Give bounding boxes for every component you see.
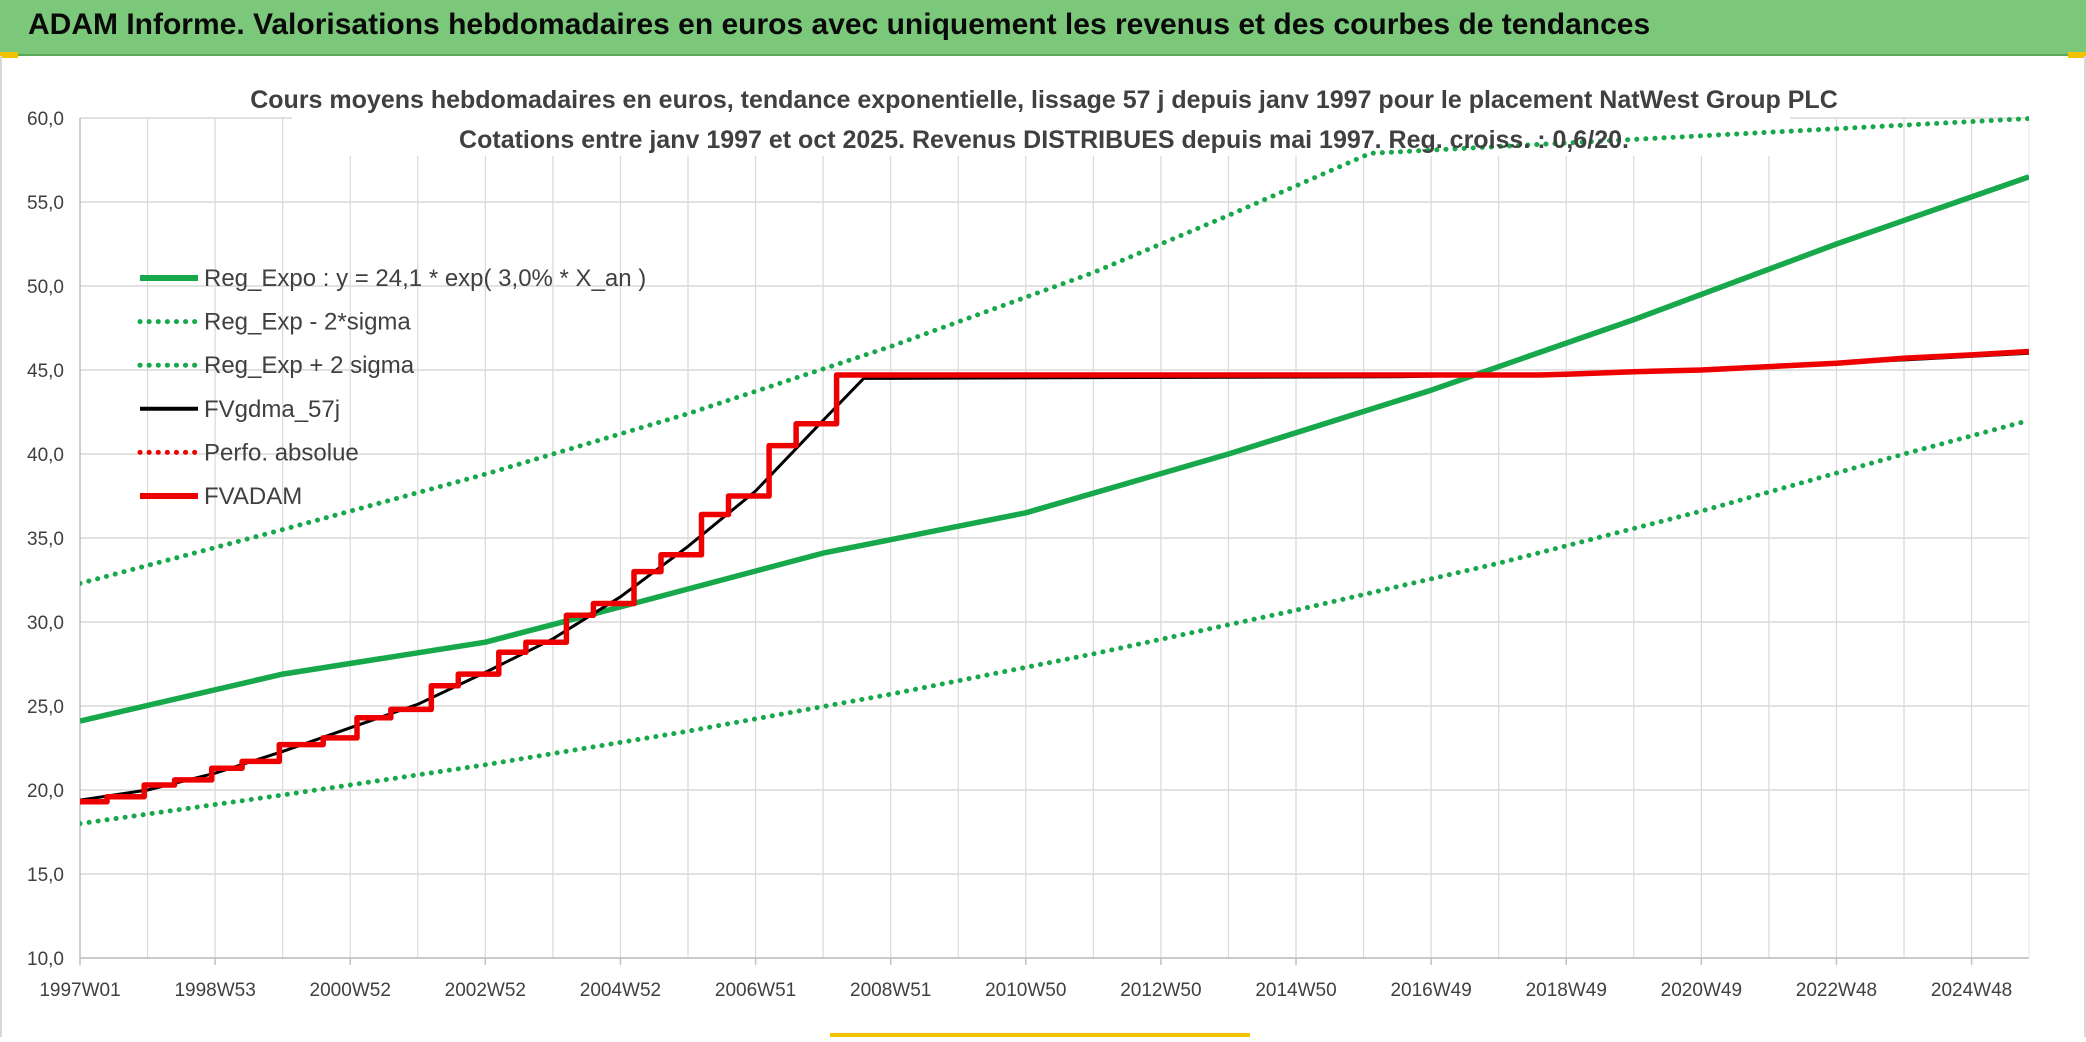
y-tick-label: 60,0 [27,109,64,130]
bottom-accent-bar [830,1033,1250,1037]
x-tick-label: 2002W52 [445,980,526,1001]
y-tick-label: 20,0 [27,781,64,802]
banner-title: ADAM Informe. Valorisations hebdomadaire… [28,8,1651,41]
x-tick-label: 2016W49 [1390,980,1471,1001]
legend-label: FVgdma_57j [204,396,340,423]
chart-svg: 10,0 15,0 20,0 25,0 30,0 35,0 40,0 45,0 50,0 55,0… [27,80,2030,1001]
corner-marker-right [2068,52,2086,58]
x-tick-label: 2024W48 [1931,980,2012,1001]
gridlines [80,117,2029,959]
x-tick-label: 2020W49 [1661,980,1742,1001]
y-tick-label: 15,0 [27,865,64,886]
legend-label: Perfo. absolue [204,439,359,466]
title-banner: ADAM Informe. Valorisations hebdomadaire… [0,0,2086,56]
corner-marker-left [0,52,18,58]
series-line-reg-exp-plus-2sigma [80,116,2029,586]
legend: Reg_Expo : y = 24,1 * exp( 3,0% * X_an )… [137,265,646,510]
x-tick-label: 2008W51 [850,980,931,1001]
y-tick-label: 35,0 [27,529,64,550]
legend-label: Reg_Exp - 2*sigma [204,309,411,336]
y-tick-label: 30,0 [27,613,64,634]
series-line-reg-expo [80,174,2029,724]
x-tick-label: 2018W49 [1526,980,1607,1001]
x-tick-labels: 1997W01 1998W53 2000W52 2002W52 2004W52 2006W… [39,980,2012,1001]
chart-frame: 10,0 15,0 20,0 25,0 30,0 35,0 40,0 45,0 50,0 55,0… [0,56,2086,1037]
y-tick-label: 10,0 [27,949,64,970]
x-tick-label: 2014W50 [1255,980,1336,1001]
legend-label: Reg_Exp + 2 sigma [204,352,415,379]
series-line-fvgdma-57j [80,351,2029,802]
legend-label: Reg_Expo : y = 24,1 * exp( 3,0% * X_an ) [204,265,646,292]
y-tick-label: 55,0 [27,193,64,214]
x-tick-label: 2010W50 [985,980,1066,1001]
x-tick-label: 2022W48 [1796,980,1877,1001]
y-tick-labels: 10,0 15,0 20,0 25,0 30,0 35,0 40,0 45,0 50,0 55,0… [27,109,64,970]
x-tick-label: 2012W50 [1120,980,1201,1001]
y-tick-label: 50,0 [27,277,64,298]
x-tick-label: 1997W01 [39,980,120,1001]
legend-label: FVADAM [204,483,302,510]
title-background [292,80,1790,156]
series-line-fvadam [80,348,2029,805]
x-tick-label: 2004W52 [580,980,661,1001]
x-tick-label: 2006W51 [715,980,796,1001]
x-tick-label: 2000W52 [310,980,391,1001]
y-tick-label: 40,0 [27,445,64,466]
series-lines [80,116,2029,827]
axes [79,118,2030,965]
y-tick-label: 45,0 [27,361,64,382]
y-tick-label: 25,0 [27,697,64,718]
series-line-reg-exp-minus-2sigma [80,417,2029,827]
chart-title: Cours moyens hebdomadaires en euros, ten… [250,86,1838,114]
x-tick-label: 1998W53 [174,980,255,1001]
chart-subtitle: Cotations entre janv 1997 et oct 2025. R… [459,126,1629,154]
